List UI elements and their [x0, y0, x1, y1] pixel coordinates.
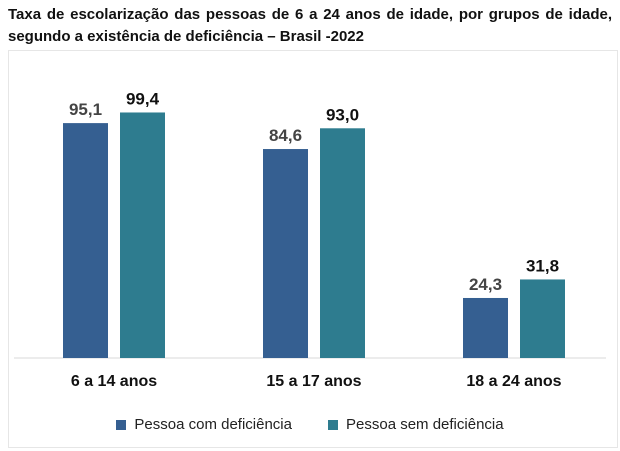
data-label-without-disability-2: 31,8: [526, 256, 559, 275]
data-label-with-disability-0: 95,1: [69, 100, 102, 119]
legend-swatch-with-disability: [116, 419, 127, 430]
legend-label-without-disability: Pessoa sem deficiência: [346, 416, 504, 433]
bar-without-disability-2: [520, 279, 565, 358]
legend-item-without-disability: Pessoa sem deficiência: [328, 416, 504, 433]
bar-without-disability-1: [320, 128, 365, 358]
bar-with-disability-0: [63, 123, 108, 358]
chart-legend: Pessoa com deficiência Pessoa sem defici…: [0, 416, 620, 433]
legend-item-with-disability: Pessoa com deficiência: [116, 416, 292, 433]
data-label-with-disability-2: 24,3: [469, 275, 502, 294]
x-tick-label-0: 6 a 14 anos: [71, 373, 157, 390]
chart-panel: [8, 50, 618, 448]
chart-title: Taxa de escolarização das pessoas de 6 a…: [8, 6, 612, 45]
x-tick-label-1: 15 a 17 anos: [266, 373, 361, 390]
bar-without-disability-0: [120, 112, 165, 359]
data-label-without-disability-1: 93,0: [326, 105, 359, 124]
bar-with-disability-1: [263, 149, 308, 358]
x-tick-label-2: 18 a 24 anos: [466, 373, 561, 390]
legend-label-with-disability: Pessoa com deficiência: [134, 416, 292, 433]
legend-swatch-without-disability: [328, 419, 338, 430]
data-label-without-disability-0: 99,4: [126, 89, 160, 108]
bar-with-disability-2: [463, 297, 508, 358]
data-label-with-disability-1: 84,6: [269, 126, 302, 145]
